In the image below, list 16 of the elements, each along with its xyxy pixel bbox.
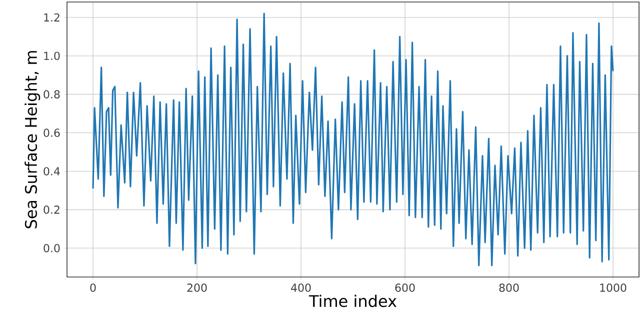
y-tick-label: 0.4 [44, 167, 60, 176]
y-tick-label: 0.8 [44, 90, 60, 98]
y-tick-label: 1.0 [44, 52, 60, 60]
x-tick-label: 0 [90, 284, 96, 292]
y-axis-title: Sea Surface Height, m [24, 51, 40, 228]
x-tick-label: 400 [291, 284, 311, 292]
x-tick-label: 1000 [600, 284, 626, 292]
x-tick-label: 800 [499, 284, 519, 292]
y-tick-label: 0.2 [44, 206, 60, 214]
x-tick-label: 200 [187, 284, 207, 292]
line-series [92, 12, 614, 266]
y-tick-label: 0.6 [44, 128, 60, 137]
y-tick-label: 1.2 [44, 13, 60, 22]
x-tick-label: 600 [395, 284, 415, 292]
x-axis-title: Time index [308, 294, 396, 308]
y-tick-label: 0.0 [44, 244, 60, 252]
